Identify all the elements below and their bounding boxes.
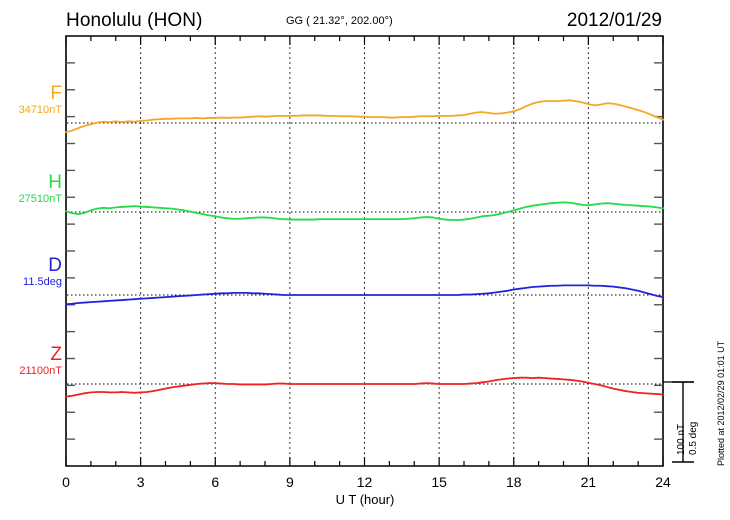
observation-date: 2012/01/29 [566, 10, 662, 31]
vertical-gridlines [140, 37, 589, 465]
component-value-h: 27510nT [18, 193, 62, 205]
trace-z [65, 376, 664, 398]
plotted-at-timestamp: Plotted at 2012/02/29 01:01 UT [716, 340, 726, 466]
component-label-d: D [48, 255, 62, 276]
svg-text:0: 0 [62, 474, 70, 490]
component-label-h: H [48, 172, 62, 193]
svg-text:21: 21 [581, 474, 597, 490]
y-axis-ticks [66, 62, 663, 440]
x-axis-tick-labels: 0 3 6 9 12 15 18 21 24 [62, 474, 671, 490]
trace-f [65, 99, 664, 134]
svg-text:15: 15 [431, 474, 447, 490]
geographic-coordinates: GG ( 21.32°, 202.00°) [286, 15, 393, 27]
svg-text:24: 24 [655, 474, 671, 490]
component-label-f: F [50, 83, 62, 104]
svg-text:18: 18 [506, 474, 522, 490]
reference-scale-bar [663, 381, 694, 463]
component-value-d: 11.5deg [23, 276, 62, 288]
component-label-z: Z [50, 344, 62, 365]
component-value-z: 21100nT [19, 365, 62, 377]
x-axis-ticks [65, 36, 664, 466]
trace-d [65, 284, 664, 306]
svg-text:12: 12 [357, 474, 373, 490]
trace-h [65, 201, 664, 221]
station-title: Honolulu (HON) [66, 10, 203, 31]
scalebar-nt-label: 100 nT [676, 423, 687, 455]
svg-text:3: 3 [137, 474, 145, 490]
xaxis-title: U T (hour) [335, 492, 395, 507]
svg-text:9: 9 [286, 474, 294, 490]
svg-text:6: 6 [211, 474, 219, 490]
component-value-f: 34710nT [18, 104, 62, 116]
scalebar-deg-label: 0.5 deg [688, 421, 699, 455]
